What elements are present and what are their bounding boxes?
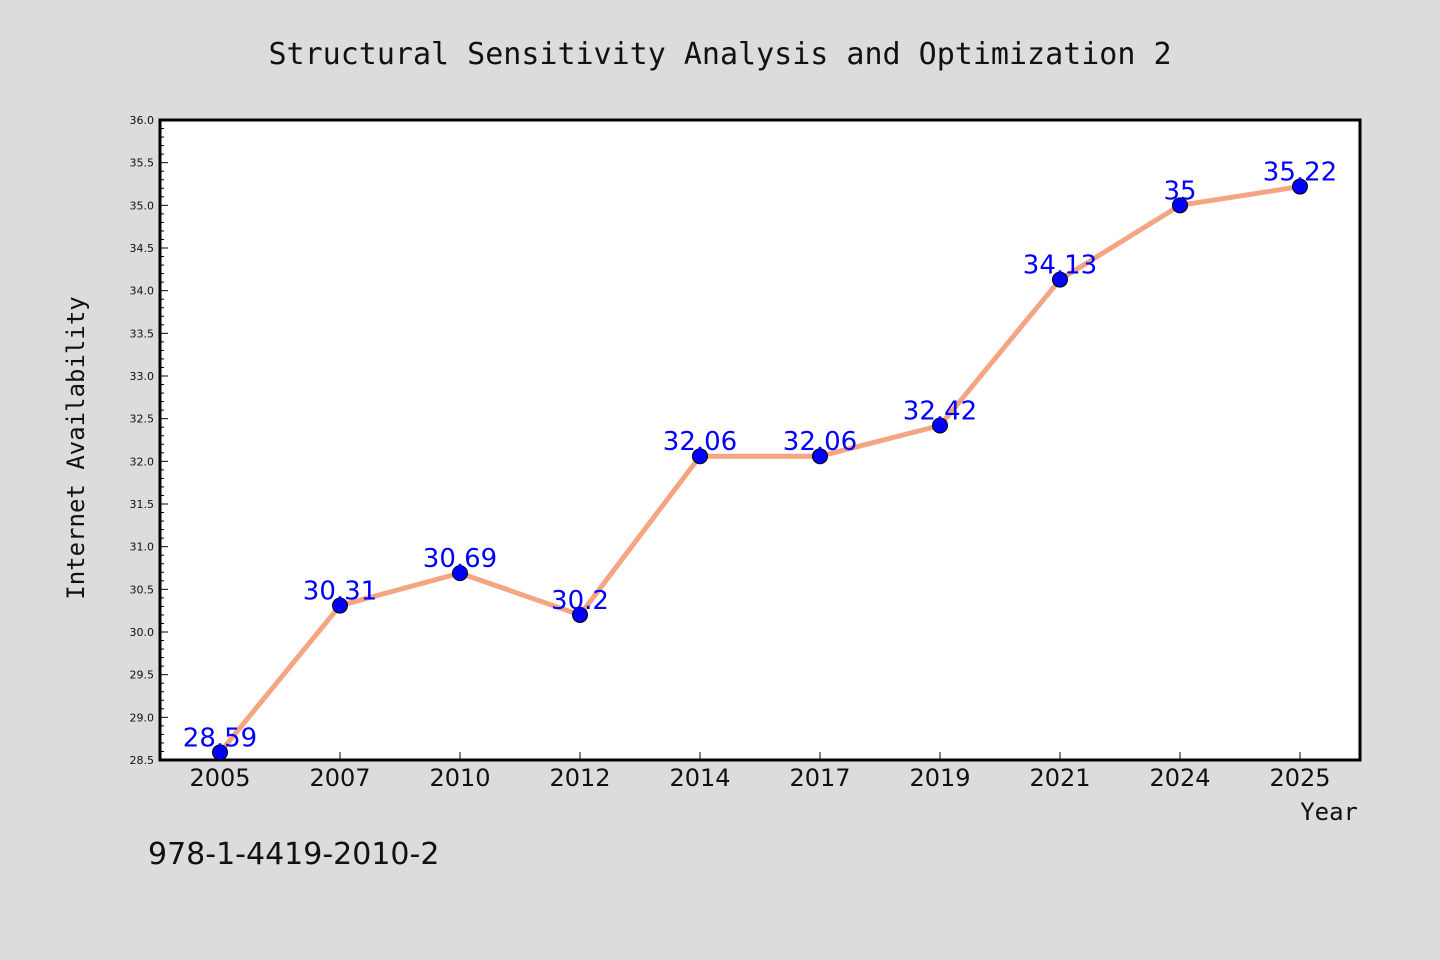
x-tick-label: 2007 <box>309 764 370 792</box>
x-tick-label: 2021 <box>1029 764 1090 792</box>
x-tick-label: 2012 <box>549 764 610 792</box>
y-tick-label: 31.5 <box>130 498 155 511</box>
y-tick-label: 34.0 <box>130 285 155 298</box>
data-point <box>932 417 948 434</box>
series-line-group <box>218 184 1301 754</box>
data-label: 34.13 <box>1023 251 1097 281</box>
data-label: 35.22 <box>1263 158 1337 188</box>
x-tick-label: 2005 <box>189 764 250 792</box>
y-tick-label: 32.0 <box>130 455 155 468</box>
data-label: 30.2 <box>551 586 609 616</box>
data-label: 32.42 <box>903 396 977 426</box>
data-point <box>452 565 468 582</box>
data-label: 35 <box>1163 176 1196 206</box>
data-point <box>332 597 348 614</box>
y-tick-label: 33.5 <box>130 327 155 340</box>
y-tick-label: 30.0 <box>130 626 155 639</box>
chart-title: Structural Sensitivity Analysis and Opti… <box>268 37 1171 72</box>
y-axis: 28.5 29.0 29.5 30.0 30.5 31.0 31.5 32.0 32.5 33.0… <box>130 114 168 767</box>
y-tick-label: 30.5 <box>130 583 155 596</box>
y-tick-label: 34.5 <box>130 242 155 255</box>
data-point <box>1172 197 1188 214</box>
data-point <box>1292 178 1308 195</box>
x-axis: 2005 2007 2010 2012 2014 2017 2019 2021 2024 2025 <box>189 752 1331 792</box>
y-axis-label: Internet Availability <box>62 296 90 599</box>
y-tick-label: 31.0 <box>130 541 155 554</box>
series-line <box>218 184 1301 754</box>
y-tick-label: 35.0 <box>130 199 155 212</box>
x-tick-label: 2017 <box>789 764 850 792</box>
x-tick-label: 2014 <box>669 764 730 792</box>
x-tick-label: 2024 <box>1149 764 1210 792</box>
x-tick-label: 2025 <box>1269 764 1330 792</box>
data-markers <box>212 178 1308 761</box>
x-axis-label: Year <box>1300 798 1358 826</box>
data-point <box>572 606 588 623</box>
data-point <box>212 744 228 761</box>
y-tick-label: 28.5 <box>130 754 155 767</box>
data-point <box>692 448 708 465</box>
data-label: 32.06 <box>663 427 737 457</box>
data-point <box>1052 271 1068 288</box>
x-tick-label: 2010 <box>429 764 490 792</box>
data-labels: 28.59 30.31 30.69 30.2 32.06 32.06 32.42 34.13 3… <box>183 158 1337 754</box>
x-tick-label: 2019 <box>909 764 970 792</box>
y-tick-label: 36.0 <box>130 114 155 127</box>
data-label: 28.59 <box>183 723 257 753</box>
data-label: 30.69 <box>423 544 497 574</box>
y-tick-label: 32.5 <box>130 413 155 426</box>
isbn-text: 978-1-4419-2010-2 <box>148 837 439 872</box>
y-tick-label: 33.0 <box>130 370 155 383</box>
data-label: 32.06 <box>783 427 857 457</box>
y-tick-label: 29.5 <box>130 669 155 682</box>
data-label: 30.31 <box>303 577 377 607</box>
y-tick-label: 29.0 <box>130 711 155 724</box>
plot-area <box>158 118 1362 762</box>
y-tick-label: 35.5 <box>130 157 155 170</box>
data-point <box>812 448 828 465</box>
